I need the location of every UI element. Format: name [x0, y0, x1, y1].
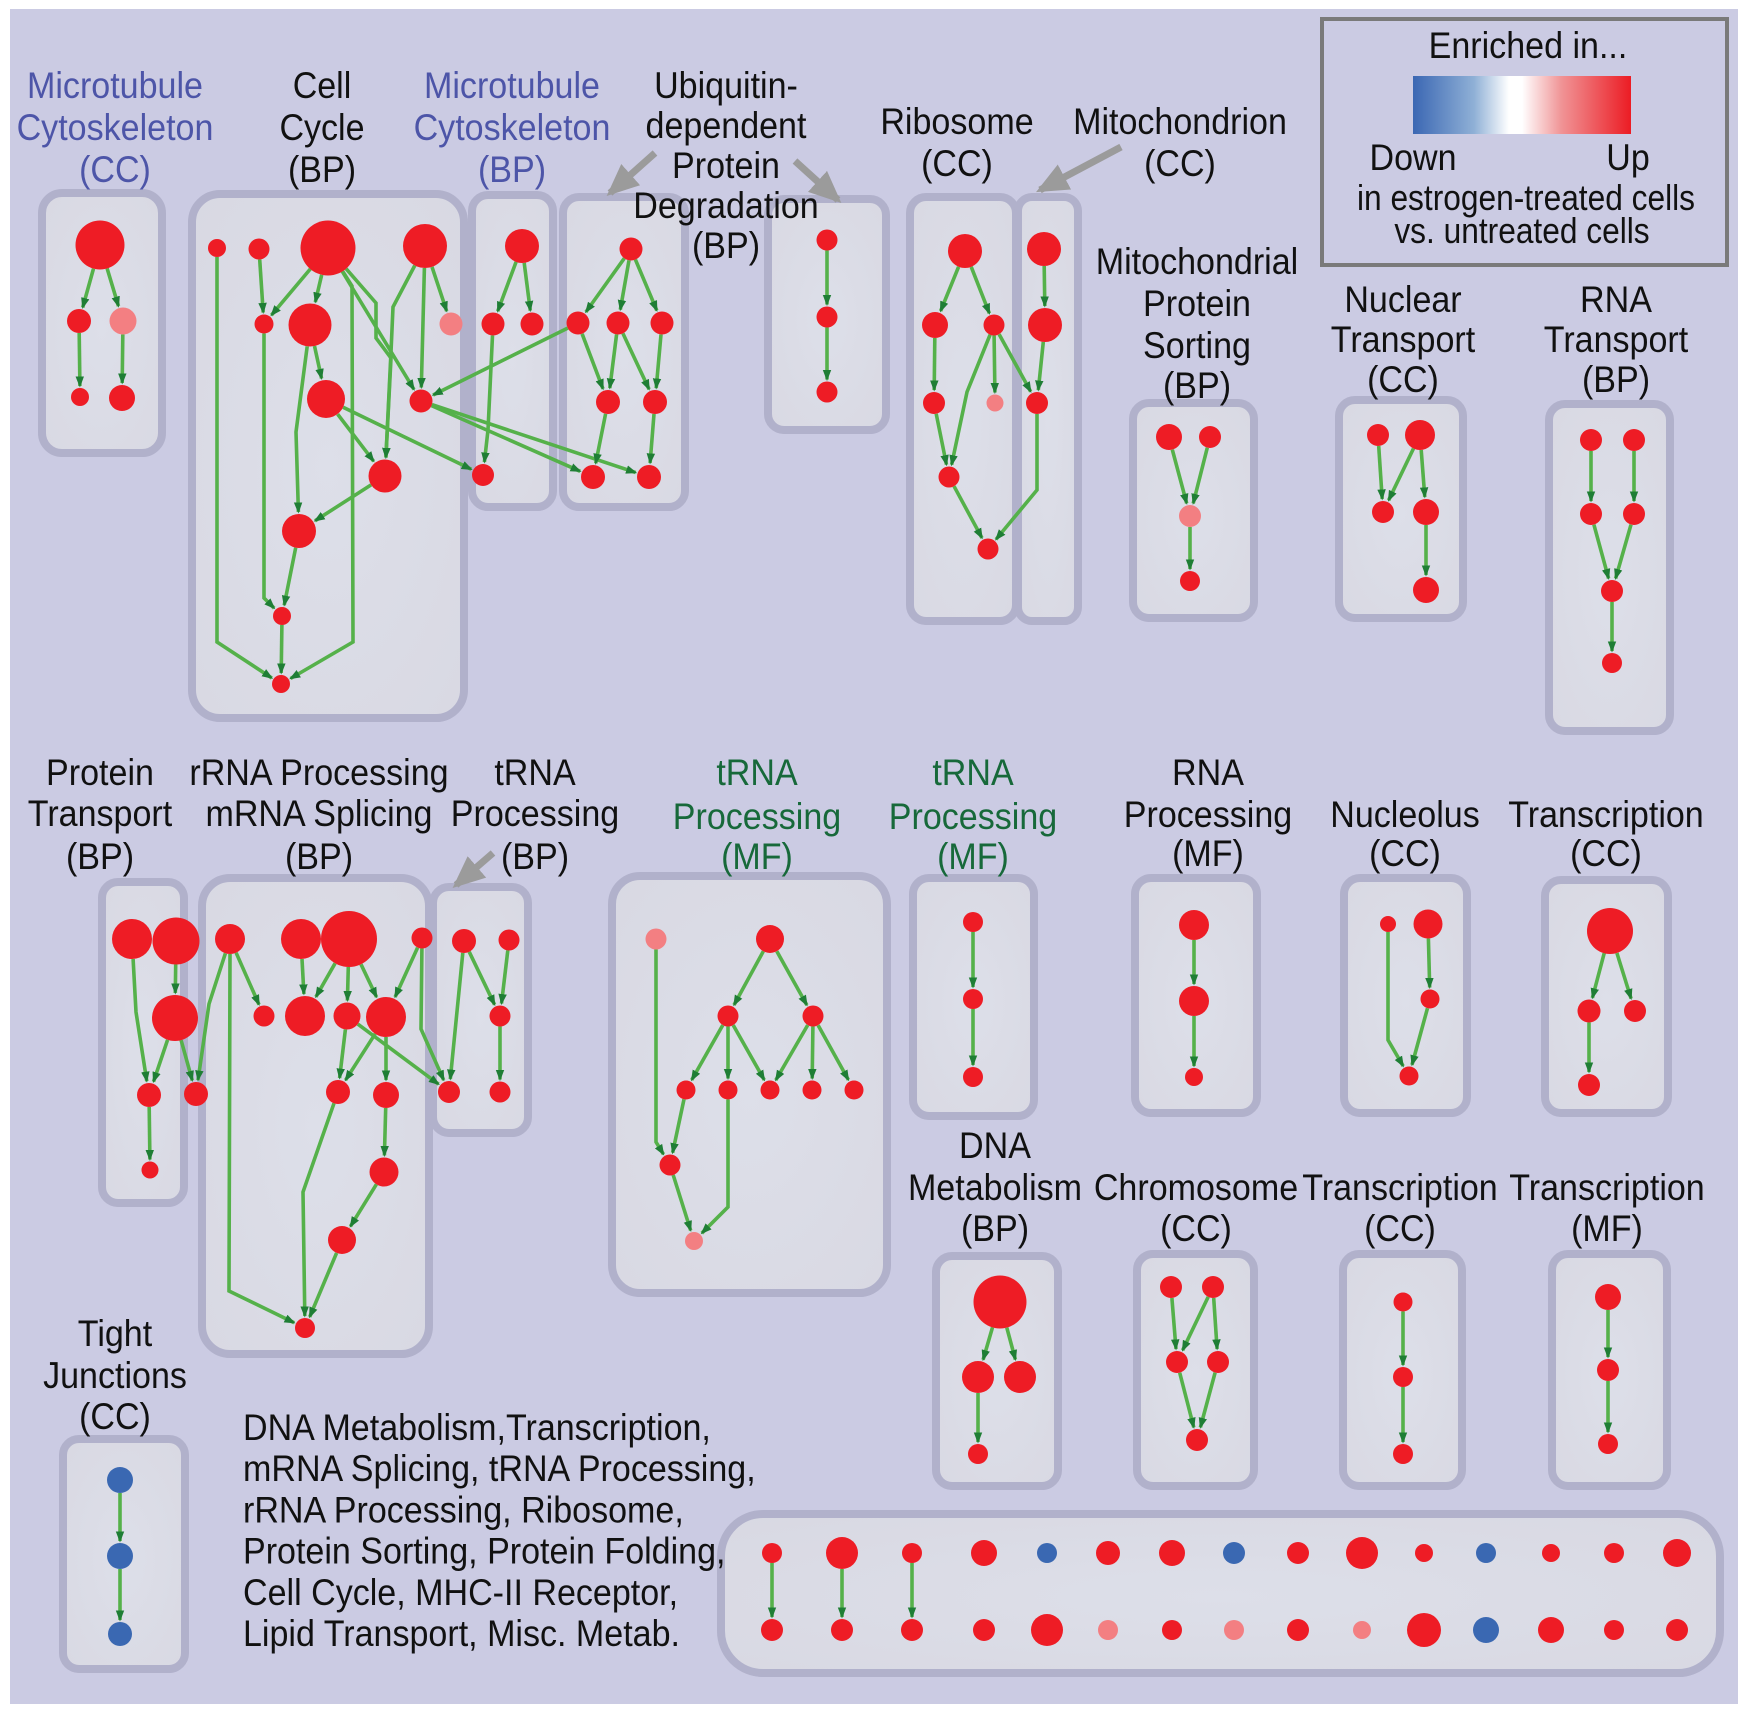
- svg-text:Processing: Processing: [889, 796, 1057, 837]
- svg-text:(BP): (BP): [1163, 365, 1231, 406]
- svg-text:Junctions: Junctions: [43, 1355, 187, 1396]
- svg-text:(CC): (CC): [79, 1396, 151, 1437]
- svg-text:Down: Down: [1370, 137, 1457, 178]
- svg-text:Processing: Processing: [1124, 794, 1292, 835]
- svg-text:Microtubule: Microtubule: [27, 65, 203, 106]
- svg-text:(CC): (CC): [921, 143, 993, 184]
- svg-text:(CC): (CC): [1364, 1208, 1436, 1249]
- svg-text:Transcription: Transcription: [1508, 794, 1704, 835]
- svg-text:Mitochondrial: Mitochondrial: [1096, 241, 1299, 282]
- svg-text:(CC): (CC): [1367, 359, 1439, 400]
- svg-text:Cycle: Cycle: [279, 107, 364, 148]
- svg-text:Cytoskeleton: Cytoskeleton: [17, 107, 214, 148]
- svg-text:tRNA: tRNA: [494, 752, 576, 793]
- svg-text:Transcription: Transcription: [1509, 1167, 1705, 1208]
- svg-text:rRNA Processing, Ribosome,: rRNA Processing, Ribosome,: [243, 1489, 684, 1530]
- svg-text:rRNA Processing: rRNA Processing: [189, 752, 448, 793]
- svg-text:Transcription: Transcription: [1302, 1167, 1498, 1208]
- svg-text:(CC): (CC): [1369, 833, 1441, 874]
- svg-text:Cytoskeleton: Cytoskeleton: [414, 107, 611, 148]
- svg-text:Transport: Transport: [1544, 319, 1689, 360]
- svg-text:(BP): (BP): [66, 836, 134, 877]
- svg-text:Ribosome: Ribosome: [880, 101, 1033, 142]
- svg-text:tRNA: tRNA: [932, 752, 1014, 793]
- svg-text:Microtubule: Microtubule: [424, 65, 600, 106]
- svg-text:Cell: Cell: [293, 65, 352, 106]
- svg-text:Lipid Transport, Misc. Metab.: Lipid Transport, Misc. Metab.: [243, 1613, 680, 1654]
- svg-text:Degradation: Degradation: [633, 185, 819, 226]
- svg-text:Protein: Protein: [672, 145, 780, 186]
- svg-text:Metabolism: Metabolism: [908, 1167, 1082, 1208]
- svg-text:RNA: RNA: [1580, 279, 1652, 320]
- svg-text:Ubiquitin-: Ubiquitin-: [654, 65, 798, 106]
- svg-text:vs. untreated cells: vs. untreated cells: [1394, 210, 1649, 251]
- svg-text:(BP): (BP): [1582, 359, 1650, 400]
- svg-text:mRNA Splicing: mRNA Splicing: [206, 793, 433, 834]
- svg-text:(MF): (MF): [1172, 833, 1244, 874]
- svg-text:Chromosome: Chromosome: [1094, 1167, 1298, 1208]
- svg-text:Processing: Processing: [451, 793, 619, 834]
- svg-text:(BP): (BP): [692, 225, 760, 266]
- svg-text:Processing: Processing: [673, 796, 841, 837]
- svg-text:(CC): (CC): [1160, 1208, 1232, 1249]
- svg-text:(CC): (CC): [1144, 143, 1216, 184]
- svg-text:Sorting: Sorting: [1143, 325, 1251, 366]
- svg-text:Transport: Transport: [28, 793, 173, 834]
- svg-text:Protein: Protein: [46, 752, 154, 793]
- svg-text:Up: Up: [1606, 137, 1650, 178]
- svg-text:Nucleolus: Nucleolus: [1330, 794, 1480, 835]
- svg-text:(MF): (MF): [1571, 1208, 1643, 1249]
- svg-text:(BP): (BP): [288, 149, 356, 190]
- svg-text:(CC): (CC): [1570, 833, 1642, 874]
- svg-text:Nuclear: Nuclear: [1344, 279, 1461, 320]
- svg-text:(BP): (BP): [501, 836, 569, 877]
- svg-text:Mitochondrion: Mitochondrion: [1073, 101, 1287, 142]
- svg-text:(BP): (BP): [285, 836, 353, 877]
- svg-text:(MF): (MF): [721, 836, 793, 877]
- svg-text:(BP): (BP): [478, 149, 546, 190]
- svg-text:dependent: dependent: [646, 105, 808, 146]
- svg-text:RNA: RNA: [1172, 752, 1244, 793]
- svg-text:in estrogen-treated cells: in estrogen-treated cells: [1357, 177, 1695, 218]
- svg-text:Protein: Protein: [1143, 283, 1251, 324]
- svg-text:Enriched in...: Enriched in...: [1429, 25, 1628, 66]
- svg-text:Protein Sorting, Protein Foldi: Protein Sorting, Protein Folding,: [243, 1531, 726, 1572]
- svg-text:mRNA Splicing, tRNA Processing: mRNA Splicing, tRNA Processing,: [243, 1448, 756, 1489]
- svg-text:DNA Metabolism,Transcription,: DNA Metabolism,Transcription,: [243, 1407, 711, 1448]
- svg-text:(BP): (BP): [961, 1208, 1029, 1249]
- svg-text:Cell Cycle, MHC-II Receptor,: Cell Cycle, MHC-II Receptor,: [243, 1572, 678, 1613]
- svg-text:Transport: Transport: [1331, 319, 1476, 360]
- svg-text:DNA: DNA: [959, 1125, 1031, 1166]
- svg-text:(MF): (MF): [937, 836, 1009, 877]
- svg-text:Tight: Tight: [78, 1313, 153, 1354]
- svg-text:tRNA: tRNA: [716, 752, 798, 793]
- svg-text:(CC): (CC): [79, 149, 151, 190]
